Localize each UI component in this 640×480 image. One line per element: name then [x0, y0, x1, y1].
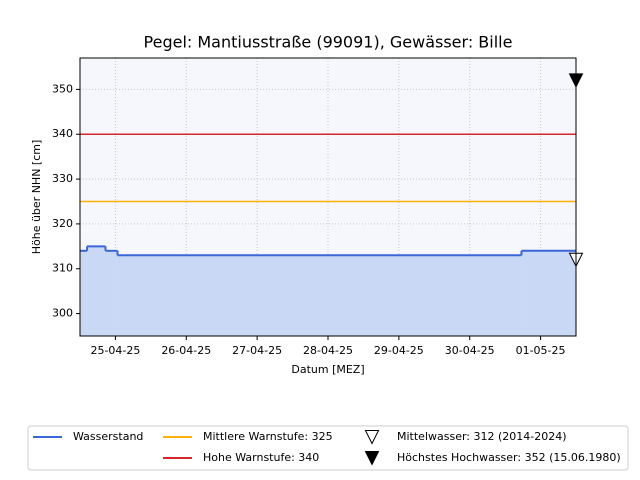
legend-swatch: [364, 430, 380, 445]
area-segment: [80, 250, 88, 336]
chart-title: Pegel: Mantiusstraße (99091), Gewässer: …: [144, 33, 513, 52]
legend-label: Mittelwasser: 312 (2014-2024): [397, 430, 567, 443]
x-tick-label: 29-04-25: [374, 344, 424, 357]
legend-swatch: [364, 451, 380, 466]
x-tick-label: 25-04-25: [90, 344, 140, 357]
area-segment: [87, 246, 106, 336]
x-tick-label: 28-04-25: [303, 344, 353, 357]
legend-label: Wasserstand: [73, 430, 143, 443]
y-axis-label: Höhe über NHN [cm]: [30, 140, 43, 255]
x-axis-label: Datum [MEZ]: [291, 363, 364, 376]
y-tick-label: 320: [52, 217, 73, 230]
y-tick-label: 330: [52, 172, 73, 185]
area-segment: [105, 250, 118, 336]
x-tick-label: 26-04-25: [161, 344, 211, 357]
legend-label: Höchstes Hochwasser: 352 (15.06.1980): [397, 451, 621, 464]
x-tick-label: 30-04-25: [445, 344, 495, 357]
plot-frame: [79, 57, 577, 337]
x-tick-label: 27-04-25: [232, 344, 282, 357]
area-segment: [521, 250, 576, 336]
legend-label: Hohe Warnstufe: 340: [203, 451, 319, 464]
legend-label: Mittlere Warnstufe: 325: [203, 430, 333, 443]
x-tick-label: 01-05-25: [516, 344, 566, 357]
y-tick-label: 350: [52, 82, 73, 95]
area-segment: [117, 255, 522, 336]
y-tick-label: 340: [52, 127, 73, 140]
y-tick-label: 310: [52, 262, 73, 275]
y-tick-label: 300: [52, 307, 73, 320]
